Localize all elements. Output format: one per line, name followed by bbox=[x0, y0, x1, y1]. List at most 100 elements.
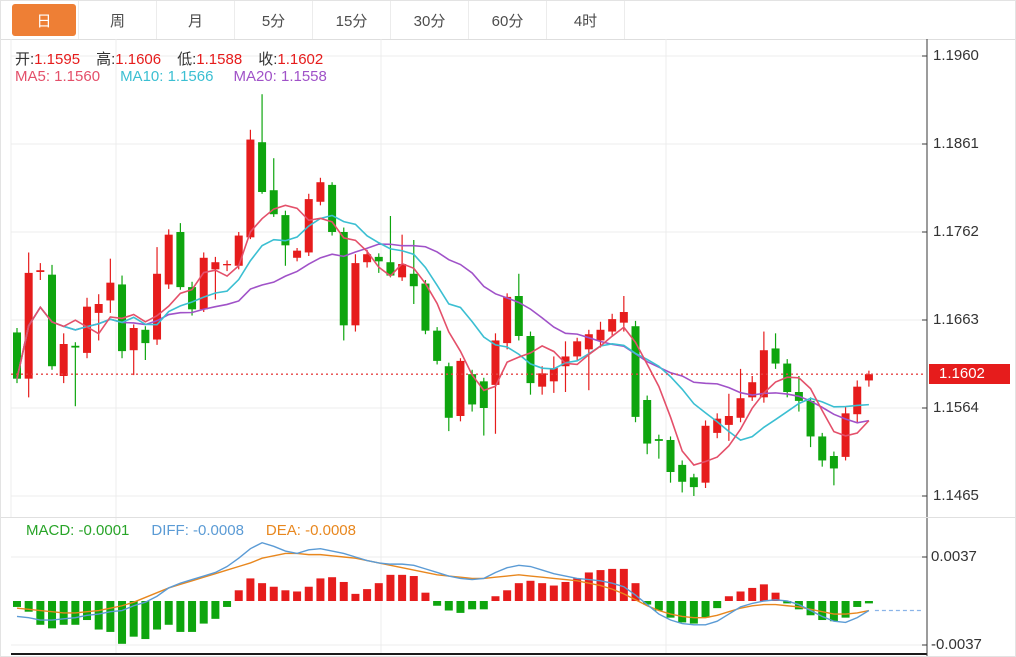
macd-histogram bbox=[13, 568, 873, 644]
ma10-value: MA10: 1.1566 bbox=[120, 68, 214, 85]
ohlc-info: 开:1.1595 高:1.1606 低:1.1588 收:1.1602 bbox=[15, 48, 339, 69]
tab-label: 15分 bbox=[335, 12, 368, 30]
candle bbox=[258, 94, 267, 194]
macd-axis-label: -0.0037 bbox=[931, 636, 982, 653]
candle bbox=[363, 249, 372, 268]
price-axis-label: 1.1960 bbox=[933, 47, 979, 64]
ma20-value: MA20: 1.1558 bbox=[233, 68, 327, 85]
candle bbox=[234, 232, 243, 270]
candle bbox=[199, 252, 208, 312]
macd-bar bbox=[643, 601, 652, 605]
candle bbox=[83, 297, 92, 359]
macd-bar bbox=[223, 601, 232, 607]
high-value: 1.1606 bbox=[115, 51, 162, 68]
tab-label: 60分 bbox=[491, 12, 524, 30]
candle bbox=[281, 210, 290, 266]
tab-30min[interactable]: 30分 bbox=[391, 1, 469, 39]
candle bbox=[164, 229, 173, 289]
price-axis-label: 1.1762 bbox=[933, 223, 979, 240]
candle bbox=[106, 258, 115, 313]
macd-bar bbox=[304, 586, 313, 601]
candle bbox=[829, 451, 838, 486]
price-axis-label: 1.1564 bbox=[933, 399, 979, 416]
macd-bar bbox=[351, 593, 360, 601]
macd-bar bbox=[234, 590, 243, 601]
tab-5min[interactable]: 5分 bbox=[235, 1, 313, 39]
candle bbox=[339, 227, 348, 341]
candle bbox=[409, 240, 418, 304]
macd-bar bbox=[573, 578, 582, 601]
macd-bar bbox=[841, 601, 850, 618]
ma-info: MA5: 1.1560 MA10: 1.1566 MA20: 1.1558 bbox=[15, 68, 327, 85]
macd-bar bbox=[468, 601, 477, 610]
macd-bar bbox=[176, 601, 185, 632]
candle bbox=[631, 320, 640, 423]
macd-bar bbox=[538, 583, 547, 601]
candle bbox=[643, 395, 652, 455]
macd-bar bbox=[818, 601, 827, 621]
ma5-line bbox=[16, 204, 870, 466]
candle bbox=[468, 369, 477, 412]
macd-bar bbox=[759, 584, 768, 601]
macd-panel: MACD: -0.0001 DIFF: -0.0008 DEA: -0.0008 0… bbox=[1, 517, 1016, 657]
candle bbox=[853, 380, 862, 423]
price-axis-label: 1.1465 bbox=[933, 487, 979, 504]
macd-bar bbox=[363, 589, 372, 601]
tab-4hour[interactable]: 4时 bbox=[547, 1, 625, 39]
macd-bar bbox=[421, 592, 430, 601]
candle bbox=[549, 356, 558, 393]
tab-label: 月 bbox=[187, 12, 203, 30]
macd-bar bbox=[409, 576, 418, 601]
candle bbox=[328, 182, 337, 236]
candle bbox=[561, 341, 570, 392]
candle bbox=[736, 368, 745, 423]
candle bbox=[421, 280, 430, 335]
price-axis-label: 1.1663 bbox=[933, 311, 979, 328]
macd-bar bbox=[806, 601, 815, 616]
candlestick-chart-canvas[interactable] bbox=[1, 39, 1016, 517]
macd-bar bbox=[771, 592, 780, 601]
tab-month[interactable]: 月 bbox=[157, 1, 235, 39]
candle bbox=[59, 333, 68, 384]
timeframe-tabbar: 日 周 月 5分 15分 30分 60分 4时 bbox=[1, 1, 1015, 40]
candle bbox=[689, 473, 698, 496]
macd-value: MACD: -0.0001 bbox=[26, 522, 130, 539]
macd-bar bbox=[328, 577, 337, 601]
macd-bar bbox=[829, 601, 838, 622]
candle bbox=[514, 273, 523, 341]
tab-week[interactable]: 周 bbox=[79, 1, 157, 39]
macd-bar bbox=[129, 601, 138, 637]
ma10-line bbox=[16, 214, 869, 441]
macd-bar bbox=[748, 587, 757, 601]
macd-axis-label: 0.0037 bbox=[931, 548, 977, 565]
macd-bar bbox=[724, 596, 733, 601]
price-axis-label: 1.1861 bbox=[933, 135, 979, 152]
tab-60min[interactable]: 60分 bbox=[469, 1, 547, 39]
candle bbox=[433, 327, 442, 365]
candle bbox=[246, 129, 255, 240]
macd-bar bbox=[188, 601, 197, 632]
macd-bar bbox=[281, 590, 290, 601]
candle bbox=[759, 331, 768, 403]
candle bbox=[596, 321, 605, 348]
macd-bar bbox=[561, 581, 570, 601]
candle bbox=[479, 377, 488, 436]
candle bbox=[36, 263, 45, 280]
candle bbox=[351, 254, 360, 332]
candle bbox=[48, 264, 57, 370]
macd-chart-canvas[interactable] bbox=[1, 518, 1016, 657]
candle bbox=[864, 370, 873, 387]
candle bbox=[153, 247, 162, 345]
candle bbox=[713, 413, 722, 439]
tab-label: 周 bbox=[109, 12, 125, 30]
candle bbox=[748, 376, 757, 401]
main-chart-panel: 开:1.1595 高:1.1606 低:1.1588 收:1.1602 MA5: 1.… bbox=[1, 39, 1016, 517]
macd-bar bbox=[164, 601, 173, 625]
main-axis-ticks bbox=[922, 55, 927, 497]
macd-bar bbox=[479, 601, 488, 610]
tab-day[interactable]: 日 bbox=[1, 1, 79, 39]
candle bbox=[503, 293, 512, 350]
macd-bar bbox=[258, 583, 267, 601]
tab-15min[interactable]: 15分 bbox=[313, 1, 391, 39]
candle bbox=[841, 406, 850, 461]
